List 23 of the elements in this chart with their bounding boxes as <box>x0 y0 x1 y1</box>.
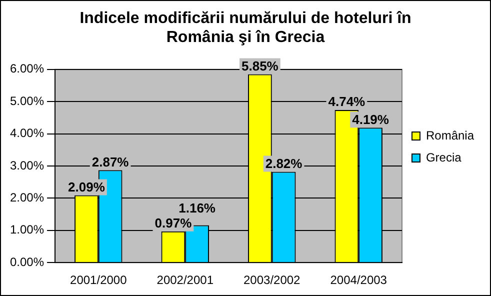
x-tick-label: 2004/2003 <box>330 273 388 288</box>
data-label: 4.74% <box>328 94 366 110</box>
text: România şi în Grecia <box>166 29 325 46</box>
x-tick-label: 2002/2001 <box>156 273 214 288</box>
x-tick-label: 2003/2002 <box>244 273 301 288</box>
y-tick-label: 6.00% <box>10 62 44 76</box>
data-label: 4.19% <box>352 112 390 127</box>
x-tick-label: 2001/2000 <box>70 273 128 288</box>
data-label: 5.85% <box>242 58 279 74</box>
legend-label: România <box>426 128 474 142</box>
y-tick-label: 1.00% <box>10 222 44 237</box>
y-tick-label: 0.00% <box>10 254 44 269</box>
data-label: 2.09% <box>68 179 106 194</box>
y-tick-label: 2.00% <box>10 190 44 205</box>
data-label: 1.16% <box>178 200 216 216</box>
data-label: 2.87% <box>92 154 130 170</box>
data-label: 2.82% <box>265 156 303 171</box>
y-tick-label: 5.00% <box>10 94 44 108</box>
legend-label: Grecia <box>426 150 462 164</box>
y-tick-label: 4.00% <box>10 126 44 140</box>
y-tick-label: 3.00% <box>10 158 44 172</box>
data-label: 0.97% <box>154 215 192 230</box>
text: Indicele modificării numărului de hoteluri în <box>80 10 412 28</box>
